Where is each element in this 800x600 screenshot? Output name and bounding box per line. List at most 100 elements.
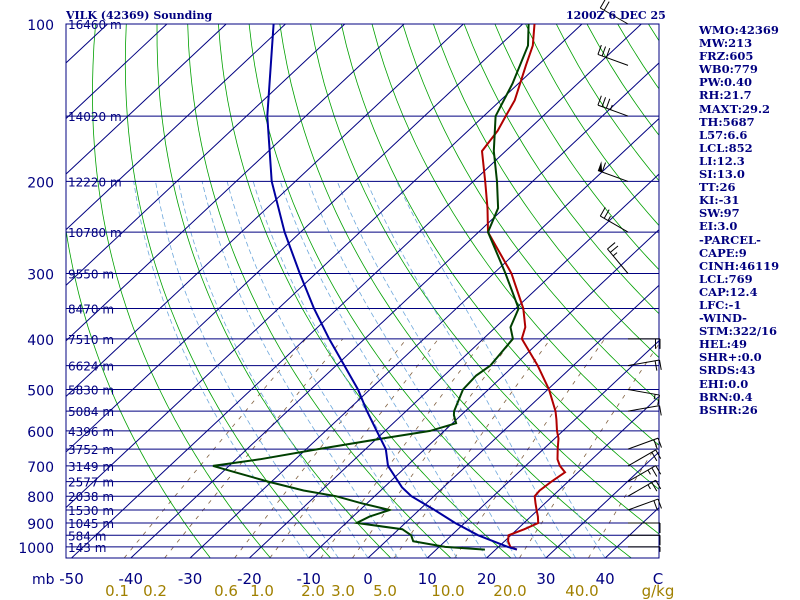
wind-barb-flag xyxy=(605,47,611,58)
isotherm xyxy=(308,229,659,558)
height-label: 1530 m xyxy=(68,504,114,518)
height-labels: 16460 m 14020 m 12220 m 10780 m 9550 m 8470 m… xyxy=(68,18,122,555)
mixing-ratio-line xyxy=(320,338,485,558)
mixing-ratio-tick-label: 20.0 xyxy=(493,582,526,600)
mixing-ratio-tick-label: 40.0 xyxy=(565,582,598,600)
wind-barb-flag xyxy=(655,479,662,490)
wind-barb-flag xyxy=(601,46,607,57)
isobars xyxy=(65,23,660,559)
dry-adiabat xyxy=(92,24,271,558)
wind-barb-staff xyxy=(627,465,656,483)
wind-barb-flag xyxy=(599,207,606,217)
index-item: MW:213 xyxy=(699,36,753,51)
mixing-ratio-tick-label: 3.0 xyxy=(331,582,355,600)
wind-barb-pennant xyxy=(597,161,603,173)
moist-adiabat xyxy=(308,181,517,558)
wind-barb-staff xyxy=(627,479,656,497)
index-item: STM:322/16 xyxy=(699,324,778,339)
pressure-tick-label: 900 xyxy=(27,517,54,533)
wind-barb-half-flag xyxy=(647,469,651,475)
pressure-unit-label: mb xyxy=(32,572,55,588)
height-label: 7510 m xyxy=(68,333,114,347)
wind-barb-flag xyxy=(655,465,662,475)
indices-panel: WMO:42369 MW:213 FRZ:605 WB0:779 PW:0.40 RH:2… xyxy=(699,23,799,417)
dry-adiabat xyxy=(340,24,659,490)
wind-barb-half-flag xyxy=(647,484,651,490)
index-item: BSHR:26 xyxy=(699,402,758,417)
isotherm xyxy=(71,24,642,558)
index-item: LCL:769 xyxy=(699,271,753,286)
chart-datetime: 1200Z 6 DEC 25 xyxy=(566,9,666,22)
pressure-tick-label: 700 xyxy=(27,460,54,476)
dry-adiabat xyxy=(187,24,452,558)
height-label: 6624 m xyxy=(68,360,114,374)
index-item: PW:0.40 xyxy=(699,75,753,90)
isotherm xyxy=(66,24,464,398)
plot-frame xyxy=(65,23,660,559)
height-label: 5830 m xyxy=(68,384,114,398)
height-label: 3752 m xyxy=(68,443,114,457)
wind-barb xyxy=(597,161,629,182)
index-item: SI:13.0 xyxy=(699,167,745,182)
height-label: 8470 m xyxy=(68,303,114,317)
index-item: L57:6.6 xyxy=(699,127,748,142)
wind-barb-half-flag xyxy=(610,104,613,110)
height-label: 10780 m xyxy=(68,226,122,240)
wind-barb-staff xyxy=(627,449,656,467)
dewpoint-trace xyxy=(212,24,530,551)
wind-barb-staff xyxy=(597,170,629,182)
height-label: 1045 m xyxy=(68,517,114,531)
wind-barb xyxy=(627,437,662,450)
height-label: 12220 m xyxy=(68,175,122,189)
wind-barb-flag xyxy=(605,98,611,109)
wind-barb-flag xyxy=(659,405,662,416)
mixing-ratio-line xyxy=(123,338,307,558)
moist-adiabat xyxy=(201,181,398,558)
wind-barb-staff xyxy=(600,215,629,233)
moist-adiabats xyxy=(133,181,606,558)
moist-adiabat xyxy=(366,181,576,558)
index-item: -PARCEL- xyxy=(699,232,761,247)
wind-barb-flag xyxy=(597,44,602,55)
isotherm xyxy=(66,24,286,231)
temperature-trace xyxy=(480,24,567,551)
wind-barb-staff xyxy=(627,389,660,396)
wind-barb xyxy=(599,0,629,25)
dry-adiabat xyxy=(124,24,331,558)
wind-barb-half-flag xyxy=(653,394,656,400)
wind-barb-flag xyxy=(654,360,658,371)
moist-adiabat xyxy=(177,181,369,558)
height-label: 16460 m xyxy=(68,18,122,32)
isotherm xyxy=(66,24,346,286)
index-item: KI:-31 xyxy=(699,193,740,208)
index-item: RH:21.7 xyxy=(699,88,752,103)
wind-barb-flag xyxy=(651,451,658,462)
moist-adiabat xyxy=(252,181,458,558)
temperature-tick-label: 40 xyxy=(596,570,615,588)
pressure-tick-label: 400 xyxy=(27,333,54,349)
wind-barb xyxy=(627,389,661,405)
wind-barb-flag xyxy=(659,359,662,370)
temperature-tick-label: 20 xyxy=(477,570,496,588)
isotherm xyxy=(66,24,227,175)
index-item: EHI:0.0 xyxy=(699,376,749,391)
dry-adiabat xyxy=(402,24,659,402)
wind-barb-staff xyxy=(627,498,659,511)
height-label: 5084 m xyxy=(68,405,114,419)
wind-barb xyxy=(627,449,662,467)
wind-barb-flag xyxy=(603,1,610,11)
height-label: 2038 m xyxy=(68,490,114,504)
isotherm xyxy=(367,284,659,558)
temperature-tick-label: -30 xyxy=(178,570,203,588)
pressure-tick-label: 100 xyxy=(27,18,54,34)
parcel-trace xyxy=(266,24,518,551)
mixing-ratio-tick-label: g/kg xyxy=(642,582,675,600)
wind-barb xyxy=(628,338,661,349)
index-item: HEL:49 xyxy=(699,337,747,352)
mixing-ratio-tick-label: 0.2 xyxy=(143,582,167,600)
isotherm xyxy=(66,24,583,509)
wind-barb-staff xyxy=(627,405,660,412)
wind-barb-flag xyxy=(597,95,602,106)
wind-barb xyxy=(628,522,661,533)
